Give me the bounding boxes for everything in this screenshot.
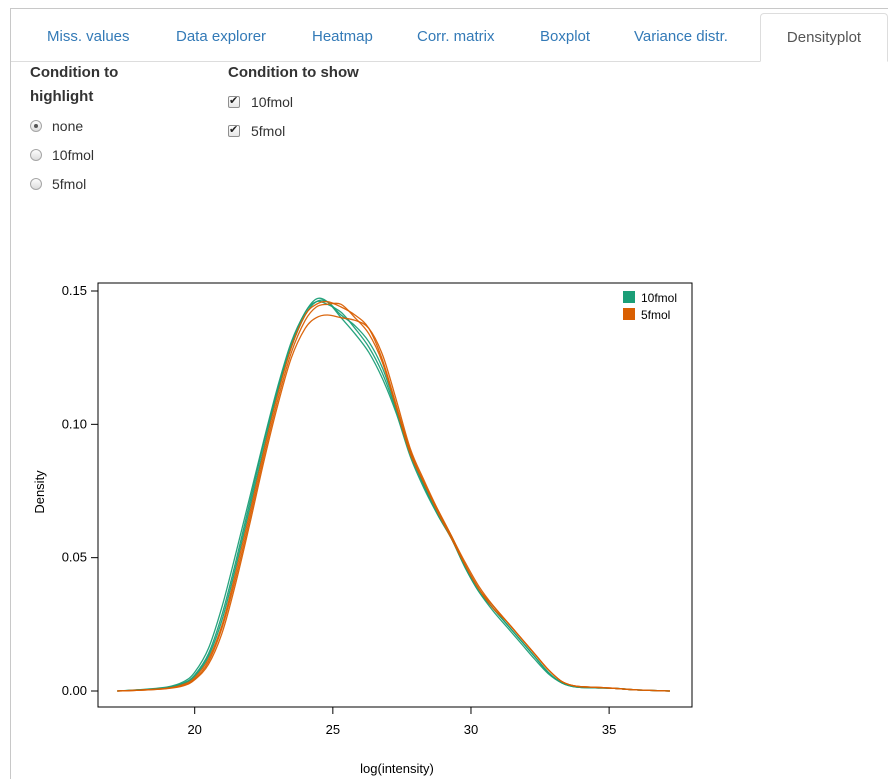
x-tick-label-25: 25 xyxy=(326,722,340,737)
legend-label-10fmol: 10fmol xyxy=(641,291,677,305)
y-tick-label-0.10: 0.10 xyxy=(62,416,87,431)
density-line-10fmol-1 xyxy=(117,301,670,691)
y-axis-label: Density xyxy=(32,470,47,514)
show-option-5fmol[interactable]: 5fmol xyxy=(251,122,285,140)
density-line-10fmol-0 xyxy=(117,298,670,691)
legend-swatch-10fmol xyxy=(623,291,635,303)
highlight-option-5fmol[interactable]: 5fmol xyxy=(52,175,86,193)
tab-miss-values[interactable]: Miss. values xyxy=(47,13,130,61)
highlight-option-none[interactable]: none xyxy=(52,117,83,135)
highlight-option-10fmol[interactable]: 10fmol xyxy=(52,146,94,164)
legend: 10fmol 5fmol xyxy=(623,291,677,322)
y-axis: 0.00 0.05 0.10 0.15 xyxy=(62,283,98,698)
density-line-5fmol-5 xyxy=(117,303,670,691)
x-axis-label: log(intensity) xyxy=(360,761,434,776)
show-checkbox-10fmol[interactable] xyxy=(228,96,240,108)
legend-label-5fmol: 5fmol xyxy=(641,308,670,322)
x-axis: 20 25 30 35 xyxy=(187,707,616,737)
y-tick-label-0.05: 0.05 xyxy=(62,550,87,565)
y-tick-label-0.15: 0.15 xyxy=(62,283,87,298)
y-tick-label-0.00: 0.00 xyxy=(62,683,87,698)
tab-boxplot[interactable]: Boxplot xyxy=(540,13,590,61)
tab-variance-distr[interactable]: Variance distr. xyxy=(634,13,728,61)
density-line-10fmol-2 xyxy=(117,300,670,691)
highlight-radio-5fmol[interactable] xyxy=(30,178,42,190)
x-tick-label-30: 30 xyxy=(464,722,478,737)
density-line-5fmol-4 xyxy=(117,315,670,691)
density-curves xyxy=(117,298,670,691)
highlight-title-line2: highlight xyxy=(30,86,93,108)
tab-bar: Miss. values Data explorer Heatmap Corr.… xyxy=(11,13,888,62)
density-plot: 20 25 30 35 0.00 0.05 0.10 0.15 log(intensity)… xyxy=(0,270,888,779)
highlight-radio-none[interactable] xyxy=(30,120,42,132)
show-checkbox-5fmol[interactable] xyxy=(228,125,240,137)
x-tick-label-35: 35 xyxy=(602,722,616,737)
tab-data-explorer[interactable]: Data explorer xyxy=(176,13,266,61)
legend-swatch-5fmol xyxy=(623,308,635,320)
density-line-5fmol-3 xyxy=(117,302,670,691)
tab-corr-matrix[interactable]: Corr. matrix xyxy=(417,13,495,61)
show-title: Condition to show xyxy=(228,62,359,84)
show-option-10fmol[interactable]: 10fmol xyxy=(251,93,293,111)
x-tick-label-20: 20 xyxy=(187,722,201,737)
tab-densityplot[interactable]: Densityplot xyxy=(760,13,888,62)
highlight-title-line1: Condition to xyxy=(30,62,118,84)
plot-box xyxy=(98,283,692,707)
tab-heatmap[interactable]: Heatmap xyxy=(312,13,373,61)
highlight-radio-10fmol[interactable] xyxy=(30,149,42,161)
